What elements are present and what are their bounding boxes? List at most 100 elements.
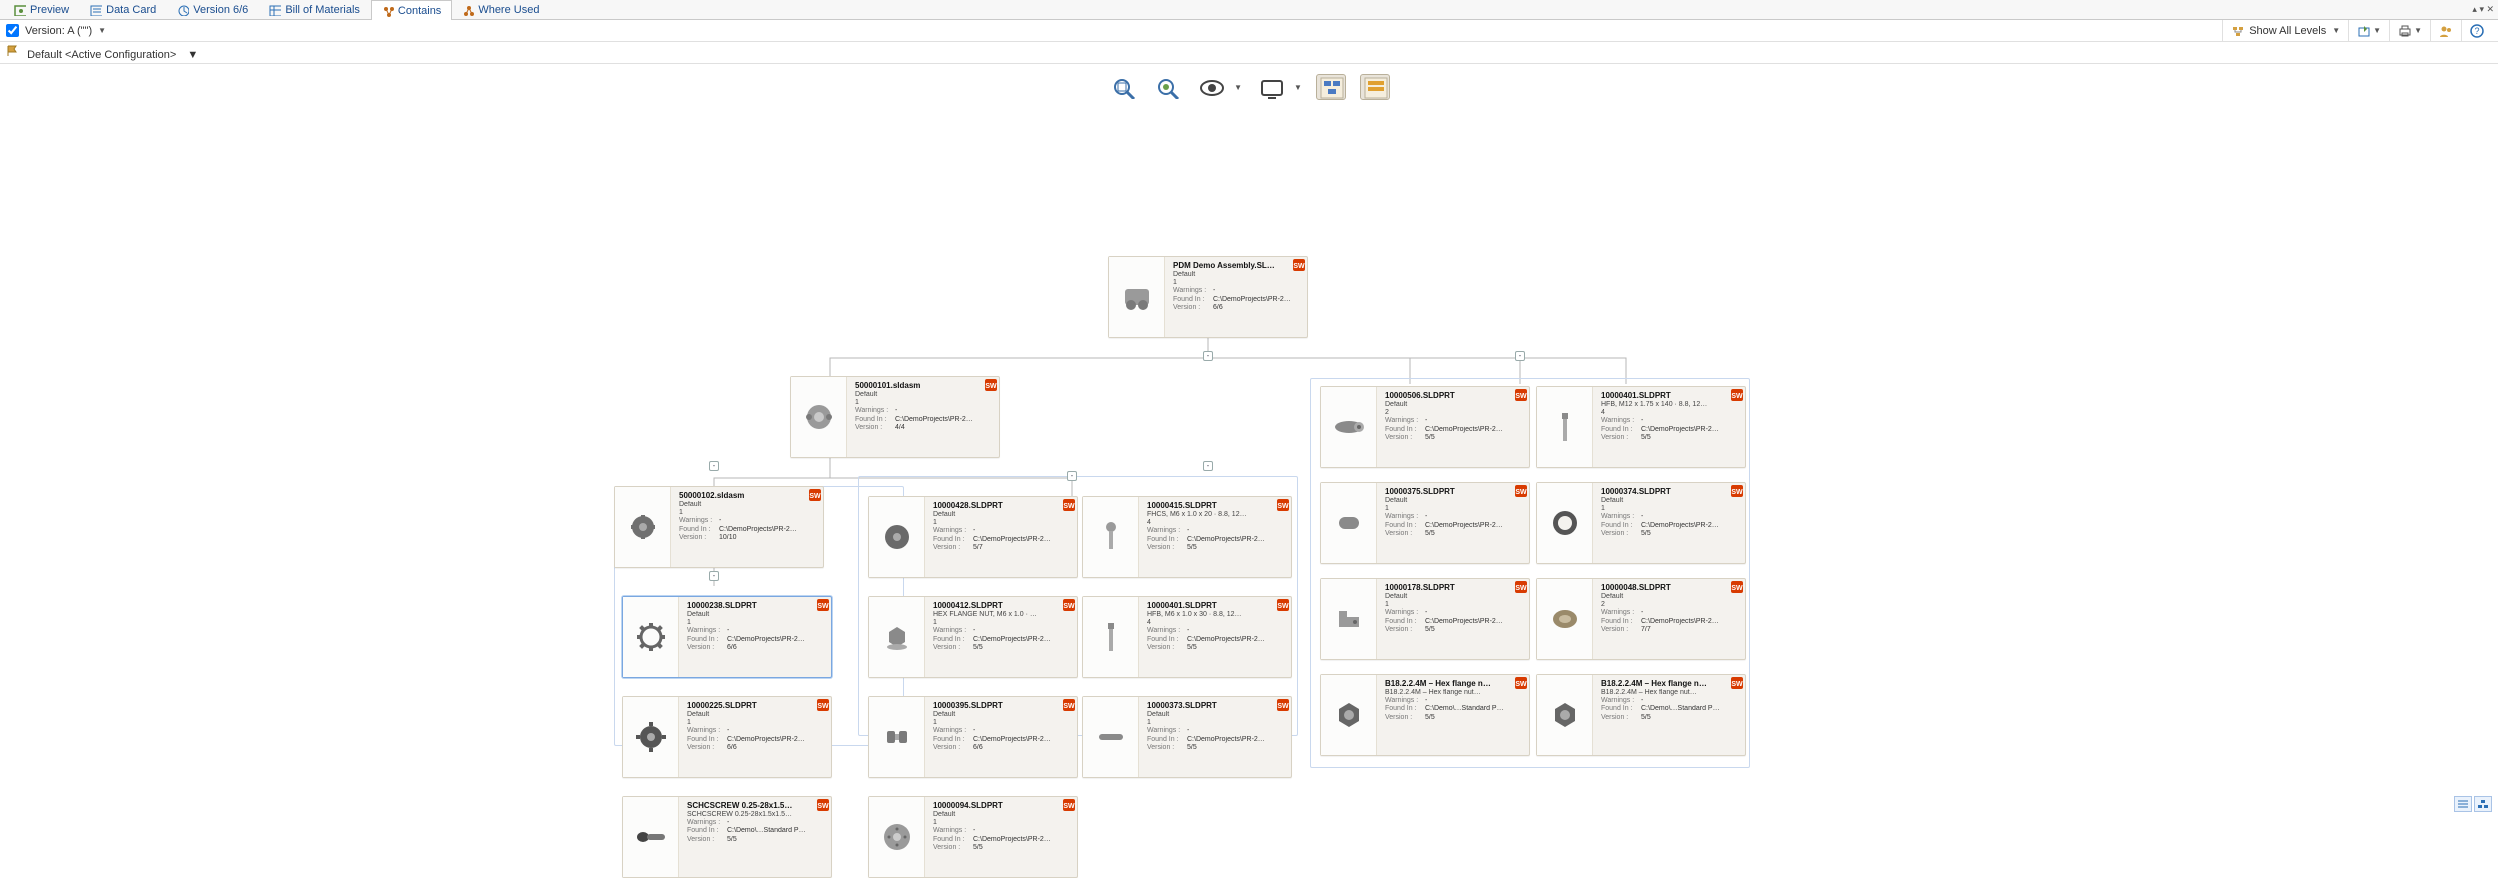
node-qty: 1: [687, 719, 825, 727]
export-button[interactable]: ▼: [2348, 20, 2389, 42]
node-qty: 1: [933, 719, 1071, 727]
node-body: 10000374.SLDPRT Default 1 Warnings :- Fo…: [1593, 483, 1745, 563]
tree-expander[interactable]: -: [1067, 471, 1077, 481]
node-found: C:\DemoProjects\PR-2…: [727, 636, 805, 644]
node-warnings-label: Warnings :: [1385, 417, 1419, 425]
tab-label: Version 6/6: [193, 4, 248, 16]
node-title: PDM Demo Assembly.SL…: [1173, 261, 1301, 271]
tree-expander[interactable]: -: [1203, 351, 1213, 361]
window-controls[interactable]: ▴ ▾ ✕: [2472, 4, 2494, 15]
node-warnings-label: Warnings :: [679, 517, 713, 525]
tree-node[interactable]: 10000225.SLDPRT Default 1 Warnings :- Fo…: [622, 696, 832, 778]
node-version: 5/5: [727, 836, 737, 844]
node-body: 50000102.sldasm Default 1 Warnings :- Fo…: [671, 487, 823, 567]
tab-where-used[interactable]: Where Used: [452, 0, 550, 20]
tree-node[interactable]: 10000238.SLDPRT Default 1 Warnings :- Fo…: [622, 596, 832, 678]
tree-node[interactable]: B18.2.2.4M – Hex flange n… B18.2.2.4M – …: [1320, 674, 1530, 756]
tree-node[interactable]: 50000101.sldasm Default 1 Warnings :- Fo…: [790, 376, 1000, 458]
tree-node[interactable]: 10000401.SLDPRT HFB, M12 x 1.75 x 140 · …: [1536, 386, 1746, 468]
node-version-label: Version :: [933, 644, 967, 652]
node-version: 5/5: [1425, 530, 1435, 538]
show-levels-dropdown[interactable]: Show All Levels ▼: [2222, 20, 2348, 42]
node-config: Default: [1601, 497, 1739, 505]
node-title: B18.2.2.4M – Hex flange n…: [1385, 679, 1523, 689]
node-found-label: Found In :: [1385, 522, 1419, 530]
tab-contains[interactable]: Contains: [371, 0, 452, 20]
users-icon: [2439, 24, 2453, 38]
layout-b-button[interactable]: [1360, 74, 1390, 100]
tree-icon: [2477, 799, 2489, 809]
node-warnings: -: [1425, 697, 1427, 705]
config-selector[interactable]: Default <Active Configuration> ▼: [6, 44, 198, 61]
visibility-button[interactable]: [1196, 74, 1226, 100]
list-view-button[interactable]: [2454, 796, 2472, 812]
tree-node[interactable]: 10000375.SLDPRT Default 1 Warnings :- Fo…: [1320, 482, 1530, 564]
tree-node[interactable]: 10000412.SLDPRT HEX FLANGE NUT, M6 x 1.0…: [868, 596, 1078, 678]
node-body: 10000373.SLDPRT Default 1 Warnings :- Fo…: [1139, 697, 1291, 777]
help-button[interactable]: [2461, 20, 2492, 42]
tree-expander[interactable]: -: [1515, 351, 1525, 361]
node-config: Default: [687, 611, 825, 619]
tree-node[interactable]: 10000395.SLDPRT Default 1 Warnings :- Fo…: [868, 696, 1078, 778]
tree-node[interactable]: 10000048.SLDPRT Default 2 Warnings :- Fo…: [1536, 578, 1746, 660]
levels-icon: [2231, 24, 2245, 38]
tree-node[interactable]: 10000374.SLDPRT Default 1 Warnings :- Fo…: [1536, 482, 1746, 564]
node-body: 10000395.SLDPRT Default 1 Warnings :- Fo…: [925, 697, 1077, 777]
node-warnings: -: [727, 627, 729, 635]
node-found-label: Found In :: [933, 836, 967, 844]
tab-data-card[interactable]: Data Card: [80, 0, 167, 20]
node-version-label: Version :: [933, 544, 967, 552]
tree-view-button[interactable]: [2474, 796, 2492, 812]
node-found: C:\DemoProjects\PR-2…: [973, 736, 1051, 744]
node-body: 10000238.SLDPRT Default 1 Warnings :- Fo…: [679, 597, 831, 677]
layout-a-button[interactable]: [1316, 74, 1346, 100]
tree-expander[interactable]: -: [709, 571, 719, 581]
node-thumbnail: [1321, 675, 1377, 755]
node-title: SCHCSCREW 0.25-28x1.5…: [687, 801, 825, 811]
node-found-label: Found In :: [933, 736, 967, 744]
node-body: 10000412.SLDPRT HEX FLANGE NUT, M6 x 1.0…: [925, 597, 1077, 677]
tree-node[interactable]: SCHCSCREW 0.25-28x1.5… SCHCSCREW 0.25-28…: [622, 796, 832, 878]
node-config: Default: [933, 511, 1071, 519]
tree-node[interactable]: 10000178.SLDPRT Default 1 Warnings :- Fo…: [1320, 578, 1530, 660]
tree-node[interactable]: 10000428.SLDPRT Default 1 Warnings :- Fo…: [868, 496, 1078, 578]
tree-expander[interactable]: -: [1203, 461, 1213, 471]
node-qty: 4: [1147, 619, 1285, 627]
tab-bill-of-materials[interactable]: Bill of Materials: [259, 0, 371, 20]
node-config: HEX FLANGE NUT, M6 x 1.0 · …: [933, 611, 1071, 619]
tree-node[interactable]: PDM Demo Assembly.SL… Default 1 Warnings…: [1108, 256, 1308, 338]
node-version: 5/7: [973, 544, 983, 552]
tree-node[interactable]: B18.2.2.4M – Hex flange n… B18.2.2.4M – …: [1536, 674, 1746, 756]
tree-node[interactable]: 10000506.SLDPRT Default 2 Warnings :- Fo…: [1320, 386, 1530, 468]
node-thumbnail: [1083, 597, 1139, 677]
tree-expander[interactable]: -: [709, 461, 719, 471]
tree-node[interactable]: 10000373.SLDPRT Default 1 Warnings :- Fo…: [1082, 696, 1292, 778]
zoom-area-button[interactable]: [1152, 74, 1182, 100]
node-version-label: Version :: [1601, 434, 1635, 442]
node-found: C:\DemoProjects\PR-2…: [973, 636, 1051, 644]
tree-node[interactable]: 10000401.SLDPRT HFB, M6 x 1.0 x 30 · 8.8…: [1082, 596, 1292, 678]
tree-node[interactable]: 10000094.SLDPRT Default 1 Warnings :- Fo…: [868, 796, 1078, 878]
node-warnings-label: Warnings :: [933, 827, 967, 835]
node-title: 50000102.sldasm: [679, 491, 817, 501]
version-checkbox[interactable]: [6, 24, 19, 37]
tab-version-6-6[interactable]: Version 6/6: [167, 0, 259, 20]
users-button[interactable]: [2430, 20, 2461, 42]
zoom-fit-button[interactable]: [1108, 74, 1138, 100]
solidworks-icon: [1063, 499, 1075, 511]
version-selector[interactable]: Version: A ("") ▼: [6, 24, 106, 37]
node-qty: 4: [1147, 519, 1285, 527]
node-found: C:\DemoProjects\PR-2…: [1641, 426, 1719, 434]
tree-canvas[interactable]: - - - - - - PDM Demo Assembly.SL… Default 1 W…: [0, 106, 2498, 806]
print-button[interactable]: ▼: [2389, 20, 2430, 42]
tree-node[interactable]: 10000415.SLDPRT FHCS, M6 x 1.0 x 20 · 8.…: [1082, 496, 1292, 578]
node-config: HFB, M12 x 1.75 x 140 · 8.8, 12…: [1601, 401, 1739, 409]
node-thumbnail: [1109, 257, 1165, 337]
config-bar: Default <Active Configuration> ▼: [0, 42, 2498, 64]
tab-preview[interactable]: Preview: [4, 0, 80, 20]
node-config: Default: [687, 711, 825, 719]
layout-a-icon: [1318, 75, 1344, 99]
node-version-label: Version :: [1385, 714, 1419, 722]
display-button[interactable]: [1256, 74, 1286, 100]
tree-node[interactable]: 50000102.sldasm Default 1 Warnings :- Fo…: [614, 486, 824, 568]
